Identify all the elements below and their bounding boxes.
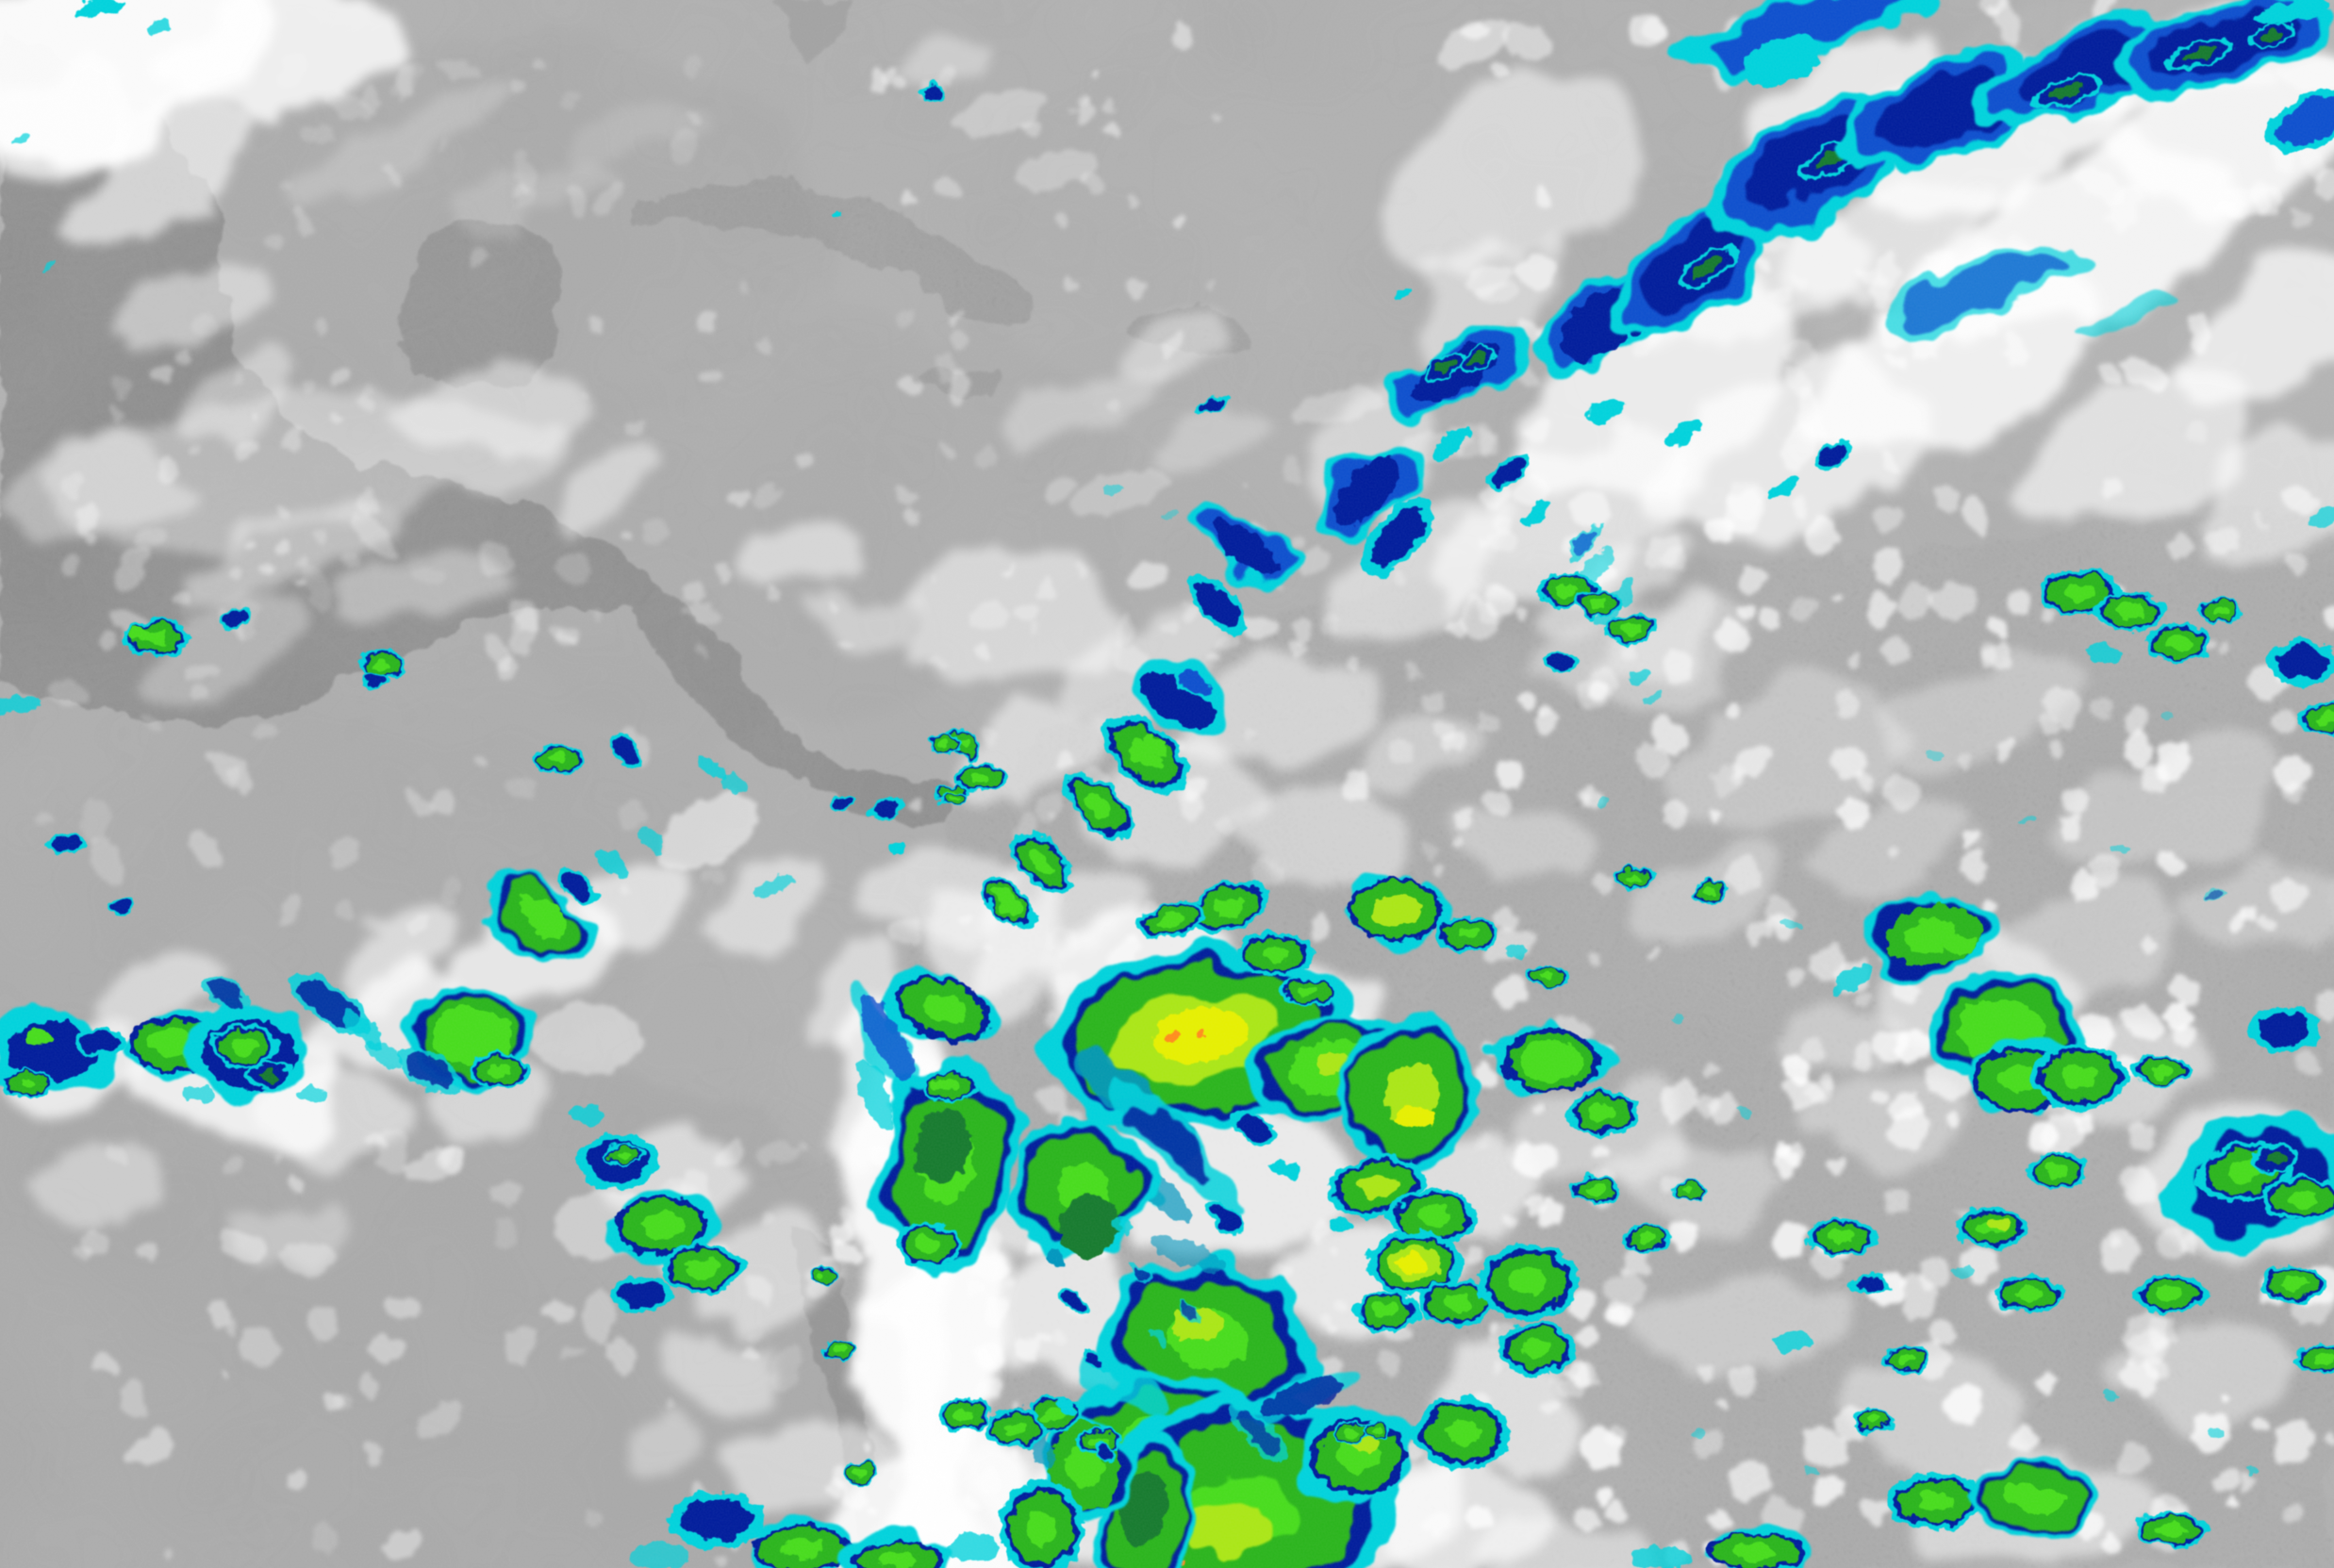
screen [0,0,2334,1568]
satellite-image [0,0,2334,1568]
sensor-grain-overlay [0,0,2334,1568]
satellite-figure [0,0,2334,1568]
